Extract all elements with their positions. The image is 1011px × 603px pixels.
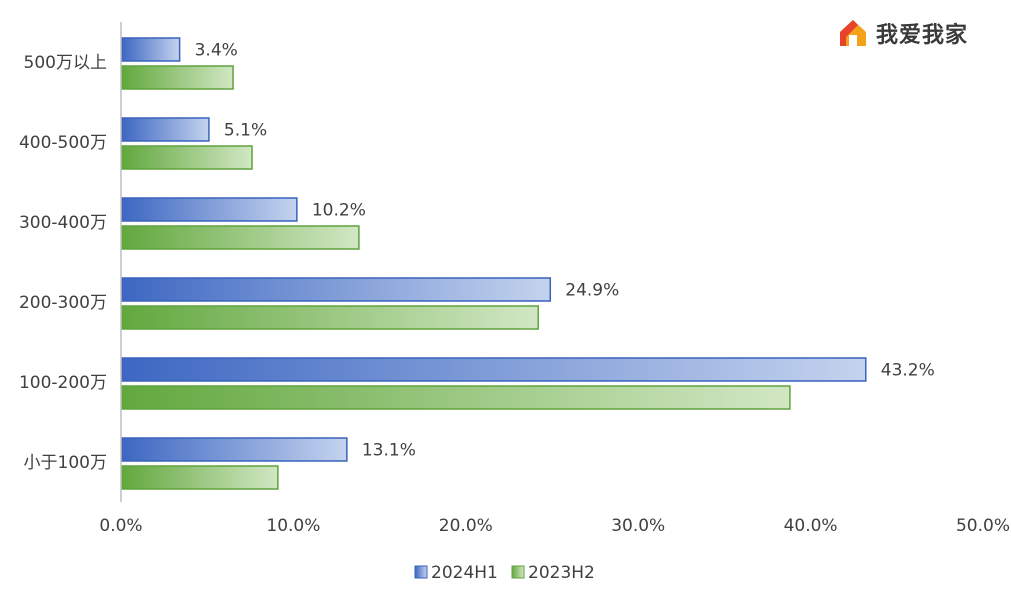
category-label: 200-300万 — [19, 293, 107, 313]
data-label: 3.4% — [195, 41, 238, 61]
x-tick-label: 30.0% — [611, 516, 665, 536]
legend-swatch — [511, 565, 525, 579]
legend-label: 2023H2 — [528, 563, 595, 583]
legend-label: 2024H1 — [431, 563, 498, 583]
bar-2023h2 — [121, 465, 279, 490]
bar-2023h2 — [121, 305, 539, 330]
data-label: 43.2% — [881, 361, 935, 381]
category-label: 400-500万 — [19, 133, 107, 153]
x-tick-label: 10.0% — [266, 516, 320, 536]
bar-2023h2 — [121, 225, 360, 250]
data-label: 13.1% — [362, 441, 416, 461]
bar-2024h1 — [121, 37, 181, 62]
brand-logo: 我爱我家 — [836, 17, 968, 49]
data-label: 5.1% — [224, 121, 267, 141]
bar-2023h2 — [121, 385, 791, 410]
house-logo-icon — [840, 20, 866, 46]
category-label: 300-400万 — [19, 213, 107, 233]
bar-2023h2 — [121, 145, 253, 170]
data-label: 24.9% — [565, 281, 619, 301]
bar-2023h2 — [121, 65, 234, 90]
x-tick-label: 50.0% — [956, 516, 1010, 536]
bar-2024h1 — [121, 437, 348, 462]
bar-2024h1 — [121, 357, 867, 382]
category-label: 100-200万 — [19, 373, 107, 393]
data-label: 10.2% — [312, 201, 366, 221]
bar-2024h1 — [121, 117, 210, 142]
legend-swatch — [414, 565, 428, 579]
category-label: 500万以上 — [24, 53, 107, 73]
bar-2024h1 — [121, 277, 552, 302]
category-label: 小于100万 — [24, 453, 107, 473]
bar-2024h1 — [121, 197, 298, 222]
x-tick-label: 40.0% — [784, 516, 838, 536]
brand-name: 我爱我家 — [876, 23, 969, 48]
x-tick-label: 20.0% — [439, 516, 493, 536]
x-tick-label: 0.0% — [99, 516, 142, 536]
